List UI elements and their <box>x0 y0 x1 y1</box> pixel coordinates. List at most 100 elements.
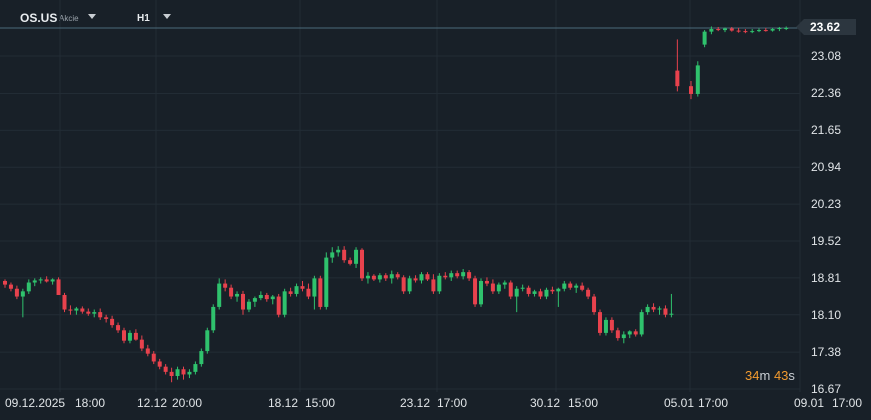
candle-down <box>241 293 245 310</box>
x-tick-label: 17:00 <box>437 396 468 410</box>
x-tick-label: 30.12 <box>530 396 561 410</box>
candle-up <box>294 286 299 294</box>
candle-up <box>437 275 442 292</box>
x-tick-label: 20:00 <box>172 396 203 410</box>
x-tick-label: 05.01 <box>664 396 695 410</box>
timeframe-dropdown-icon[interactable] <box>163 14 171 19</box>
candle-up <box>544 289 549 297</box>
candle-up <box>709 29 714 32</box>
candle-down <box>663 308 668 315</box>
candle-up <box>50 279 55 282</box>
candle-down <box>675 70 680 87</box>
candle-down <box>729 28 734 31</box>
candle-up <box>449 273 454 278</box>
candle-up <box>127 332 132 341</box>
x-tick-label: 23.12 <box>400 396 431 410</box>
y-tick-label: 20.23 <box>810 197 841 212</box>
candle-up <box>312 278 317 297</box>
candle-up <box>211 306 216 331</box>
candle-down <box>163 366 168 372</box>
candle-up <box>723 28 727 31</box>
y-tick-label: 19.52 <box>810 233 841 248</box>
candle-down <box>300 286 305 289</box>
candle-up <box>639 312 644 335</box>
candle-down <box>473 278 478 305</box>
candle-down <box>598 312 602 333</box>
candle-up <box>603 319 608 333</box>
candle-countdown: 34m 43s <box>745 368 795 383</box>
candle-up <box>514 288 519 297</box>
candle-up <box>750 31 755 33</box>
candle-up <box>502 282 507 285</box>
candle-down <box>526 287 531 294</box>
candle-down <box>490 283 495 292</box>
x-tick-label: 15:00 <box>568 396 599 410</box>
candle-down <box>80 308 85 312</box>
candle-up <box>574 285 579 288</box>
candle-up <box>74 308 79 311</box>
candle-down <box>306 288 311 297</box>
candle-up <box>496 284 501 292</box>
candle-up <box>187 371 192 375</box>
y-tick-label: 21.65 <box>810 123 841 138</box>
candle-up <box>621 334 626 339</box>
symbol-selector[interactable]: OS.US <box>20 11 58 25</box>
candle-down <box>736 30 741 32</box>
candle-down <box>157 361 162 367</box>
candle-up <box>205 330 210 352</box>
candle-up <box>627 331 632 335</box>
candle-down <box>586 289 591 297</box>
candle-down <box>467 272 472 279</box>
y-tick-label: 16.67 <box>810 382 841 396</box>
candle-down <box>223 283 228 288</box>
candle-down <box>401 277 406 292</box>
candle-down <box>62 294 67 310</box>
candle-up <box>199 351 204 365</box>
candle-down <box>3 280 7 285</box>
candle-up <box>258 294 263 299</box>
candle-up <box>175 369 180 377</box>
y-tick-label: 18.10 <box>810 307 841 322</box>
symbol-dropdown-icon[interactable] <box>88 14 96 19</box>
countdown-minutes-unit: m <box>759 368 771 383</box>
candle-down <box>229 287 234 297</box>
candle-down <box>743 31 748 33</box>
candle-up <box>270 296 275 300</box>
x-tick-label: 17:00 <box>698 396 729 410</box>
candle-down <box>431 279 436 292</box>
candle-up <box>757 30 761 32</box>
last-price-value: 23.62 <box>810 20 841 34</box>
x-tick-label: 18:00 <box>75 396 106 410</box>
candle-up <box>235 293 240 297</box>
x-tick-label: 15:00 <box>305 396 336 410</box>
candle-down <box>360 249 364 279</box>
candle-up <box>217 283 222 307</box>
candle-down <box>98 312 103 318</box>
candle-down <box>110 318 115 326</box>
candle-up <box>770 29 775 31</box>
candle-up <box>26 282 31 292</box>
candle-down <box>538 291 543 297</box>
candle-down <box>395 274 400 278</box>
timeframe-selector[interactable]: H1 <box>137 13 150 24</box>
candle-down <box>276 296 281 315</box>
candle-down <box>288 291 293 294</box>
candle-down <box>264 294 269 300</box>
candle-down <box>609 319 614 331</box>
y-tick-label: 22.36 <box>810 86 841 101</box>
candle-up <box>562 283 567 289</box>
instrument-type-label: Akcie <box>59 14 79 23</box>
y-tick-label: 17.38 <box>810 345 841 360</box>
candle-down <box>145 348 150 354</box>
candle-down <box>371 275 376 280</box>
candle-up <box>657 308 662 310</box>
x-tick-label: 09.01 <box>794 396 825 410</box>
candle-up <box>377 275 382 280</box>
y-tick-label: 20.94 <box>810 160 841 175</box>
candle-down <box>580 285 585 290</box>
candle-down <box>484 280 489 284</box>
candle-down <box>689 86 693 94</box>
candle-up <box>32 280 37 283</box>
y-tick-label: 23.08 <box>810 49 841 64</box>
